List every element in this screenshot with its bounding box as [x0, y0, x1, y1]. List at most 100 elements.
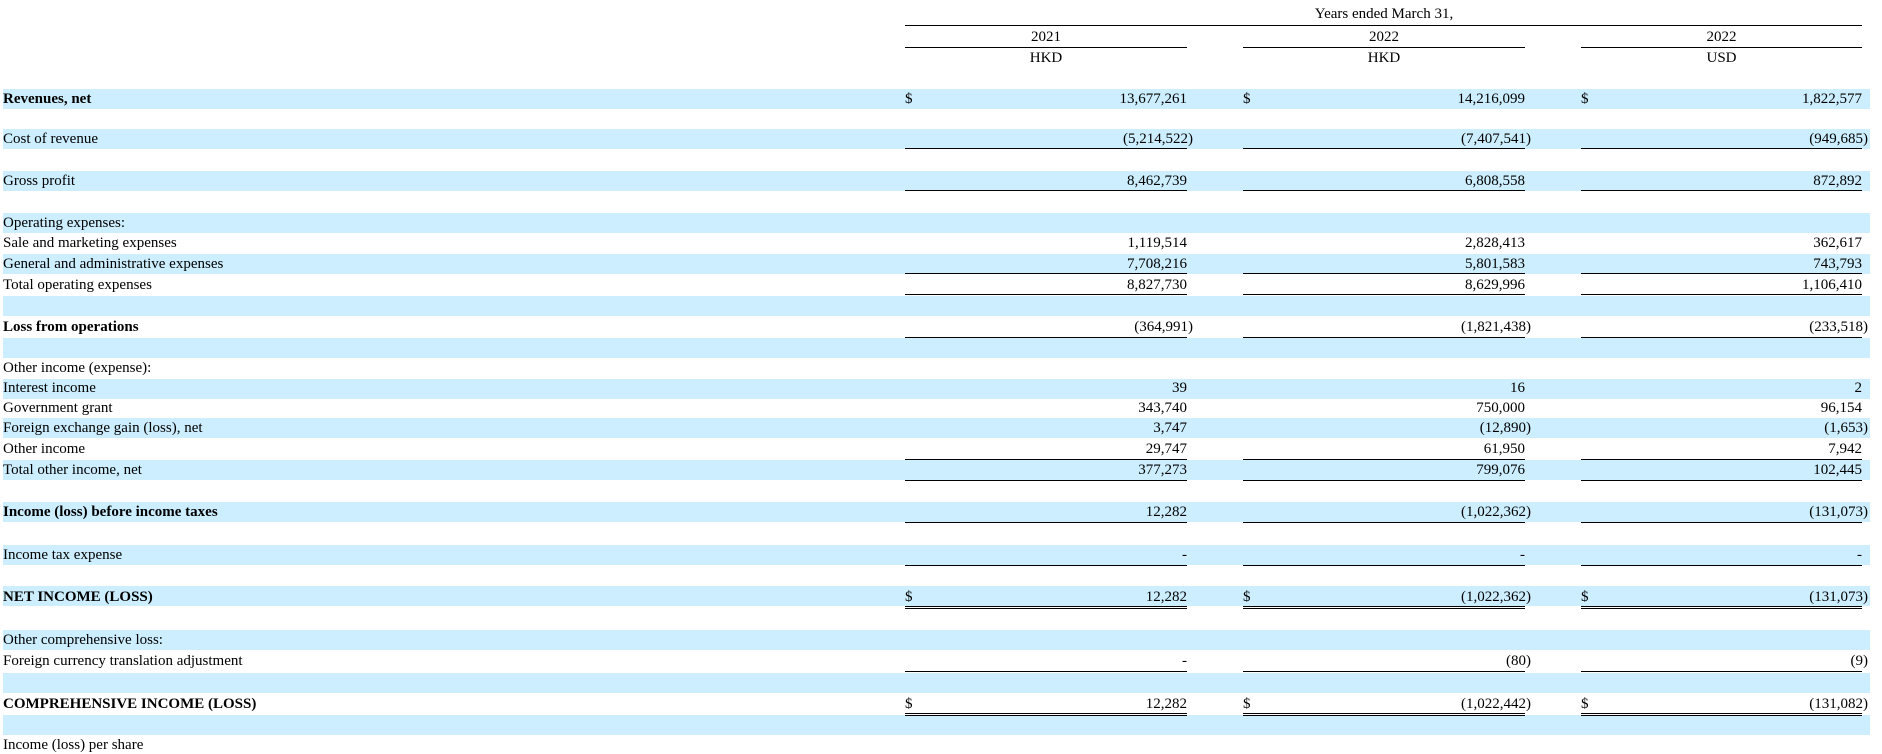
row-band — [3, 254, 1870, 274]
header-rule — [905, 25, 1862, 26]
subtotal-rule — [1243, 337, 1525, 338]
cell-value: 29,747 — [1145, 441, 1187, 457]
row-band — [3, 502, 1870, 522]
column-year: 2022 — [1369, 29, 1399, 45]
row-label: Foreign currency translation adjustment — [3, 653, 243, 669]
row-band — [3, 586, 1870, 606]
cell-value: 7,942 — [1828, 441, 1862, 457]
cell-value: 102,445 — [1813, 462, 1862, 478]
row-band — [3, 379, 1870, 399]
row-label: Revenues, net — [3, 91, 92, 107]
row-label: Total other income, net — [3, 462, 142, 478]
cell-value: - — [1182, 547, 1187, 563]
cell-value: 16 — [1510, 380, 1525, 396]
subtotal-rule — [1581, 480, 1862, 481]
row-band — [3, 715, 1870, 735]
row-band — [3, 673, 1870, 693]
total-double-rule — [1243, 713, 1525, 716]
row-label: Operating expenses: — [3, 215, 126, 231]
cell-value: (131,073) — [1809, 589, 1868, 605]
subtotal-rule — [1243, 190, 1525, 191]
cell-value: 14,216,099 — [1457, 91, 1526, 107]
cell-value: (131,073) — [1809, 504, 1868, 520]
cell-value: 362,617 — [1813, 235, 1862, 251]
cell-value: (1,653) — [1824, 420, 1868, 436]
subtotal-rule — [905, 190, 1187, 191]
cell-value: (7,407,541) — [1461, 131, 1531, 147]
row-label: Loss from operations — [3, 319, 139, 335]
subtotal-rule — [1243, 522, 1525, 523]
subtotal-rule — [1581, 190, 1862, 191]
cell-value: 12,282 — [1145, 589, 1187, 605]
currency-symbol: $ — [905, 696, 913, 712]
row-band — [3, 630, 1870, 650]
cell-value: 8,629,996 — [1465, 277, 1525, 293]
cell-value: 1,822,577 — [1802, 91, 1862, 107]
subtotal-rule — [1243, 273, 1525, 274]
cell-value: (1,821,438) — [1461, 319, 1531, 335]
subtotal-rule — [905, 273, 1187, 274]
cell-value: 750,000 — [1476, 400, 1525, 416]
cell-value: 12,282 — [1145, 696, 1187, 712]
row-label: Total operating expenses — [3, 277, 152, 293]
subtotal-rule — [905, 337, 1187, 338]
row-band — [3, 171, 1870, 191]
cell-value: (1,022,362) — [1461, 589, 1531, 605]
total-double-rule — [905, 606, 1187, 609]
cell-value: 2,828,413 — [1465, 235, 1525, 251]
row-band — [3, 338, 1870, 358]
total-double-rule — [1581, 606, 1862, 609]
column-rule — [1243, 47, 1525, 48]
cell-value: 872,892 — [1813, 173, 1862, 189]
cell-value: - — [1182, 653, 1187, 669]
currency-symbol: $ — [1243, 91, 1251, 107]
column-year: 2022 — [1706, 29, 1737, 45]
column-year: 2021 — [1031, 29, 1061, 45]
subtotal-rule — [905, 480, 1187, 481]
row-label: Other income — [3, 441, 86, 457]
column-rule — [905, 47, 1187, 48]
cell-value: 3,747 — [1153, 420, 1187, 436]
column-currency: USD — [1706, 50, 1737, 66]
subtotal-rule — [1243, 671, 1525, 672]
cell-value: (12,890) — [1479, 420, 1531, 436]
subtotal-rule — [1581, 148, 1862, 149]
subtotal-rule — [905, 459, 1187, 460]
row-label: COMPREHENSIVE INCOME (LOSS) — [3, 696, 257, 712]
row-label: General and administrative expenses — [3, 256, 224, 272]
row-label: Sale and marketing expenses — [3, 235, 177, 251]
subtotal-rule — [1581, 459, 1862, 460]
cell-value: (949,685) — [1809, 131, 1868, 147]
subtotal-rule — [1243, 294, 1525, 295]
subtotal-rule — [905, 148, 1187, 149]
row-label: NET INCOME (LOSS) — [3, 589, 153, 605]
row-band — [3, 89, 1870, 109]
currency-symbol: $ — [1243, 696, 1251, 712]
currency-symbol: $ — [1581, 589, 1589, 605]
subtotal-rule — [1581, 565, 1862, 566]
cell-value: 6,808,558 — [1465, 173, 1525, 189]
subtotal-rule — [905, 294, 1187, 295]
cell-value: (9) — [1850, 653, 1869, 669]
row-label: Income (loss) before income taxes — [3, 504, 218, 520]
subtotal-rule — [1243, 148, 1525, 149]
row-label: Interest income — [3, 380, 96, 396]
cell-value: 2 — [1854, 380, 1863, 396]
row-band — [3, 213, 1870, 233]
subtotal-rule — [1581, 671, 1862, 672]
row-label: Income tax expense — [3, 547, 123, 563]
cell-value: 799,076 — [1476, 462, 1525, 478]
subtotal-rule — [1243, 459, 1525, 460]
subtotal-rule — [905, 522, 1187, 523]
currency-symbol: $ — [1581, 696, 1589, 712]
subtotal-rule — [1243, 480, 1525, 481]
column-rule — [1581, 47, 1862, 48]
cell-value: (1,022,442) — [1461, 696, 1531, 712]
total-double-rule — [1581, 713, 1862, 716]
total-double-rule — [1243, 606, 1525, 609]
cell-value: 96,154 — [1820, 400, 1862, 416]
subtotal-rule — [1581, 294, 1862, 295]
cell-value: 12,282 — [1145, 504, 1187, 520]
subtotal-rule — [1243, 565, 1525, 566]
cell-value: 743,793 — [1813, 256, 1862, 272]
